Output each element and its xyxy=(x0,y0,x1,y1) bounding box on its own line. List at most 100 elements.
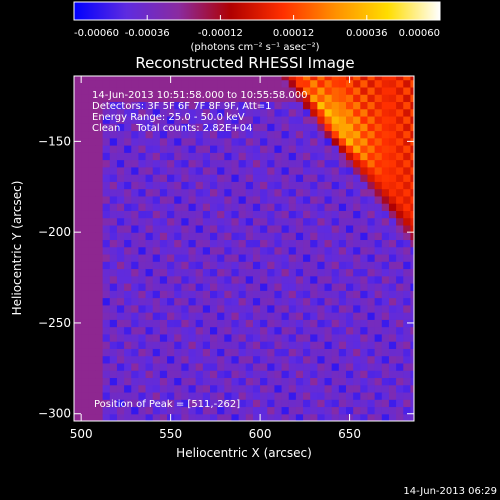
heatmap-cell xyxy=(181,181,190,190)
heatmap-cell xyxy=(202,319,211,328)
heatmap-cell xyxy=(252,152,261,161)
heatmap-cell xyxy=(346,326,354,335)
heatmap-cell xyxy=(88,326,97,335)
heatmap-cell xyxy=(245,312,254,320)
heatmap-cell xyxy=(152,115,161,124)
heatmap-cell xyxy=(95,290,104,299)
heatmap-cell xyxy=(252,319,261,328)
heatmap-cell xyxy=(374,210,383,219)
heatmap-cell xyxy=(303,210,311,219)
heatmap-cell xyxy=(95,413,104,421)
heatmap-cell xyxy=(138,195,147,204)
heatmap-cell xyxy=(109,377,118,386)
heatmap-cell xyxy=(381,232,390,241)
heatmap-cell xyxy=(374,319,383,328)
heatmap-cell xyxy=(238,86,247,95)
heatmap-cell xyxy=(403,370,412,379)
heatmap-cell xyxy=(303,86,311,95)
heatmap-cell xyxy=(167,210,175,219)
heatmap-cell xyxy=(295,377,304,386)
heatmap-cell xyxy=(331,391,340,400)
heatmap-cell xyxy=(281,406,290,415)
heatmap-cell xyxy=(396,333,404,342)
heatmap-cell xyxy=(181,94,190,103)
heatmap-cell xyxy=(331,188,340,197)
heatmap-cell xyxy=(81,377,89,386)
heatmap-cell xyxy=(81,181,89,190)
heatmap-cell xyxy=(181,137,190,146)
heatmap-cell xyxy=(245,406,254,415)
heatmap-cell xyxy=(252,145,261,153)
heatmap-cell xyxy=(310,283,318,291)
heatmap-cell xyxy=(202,268,211,277)
heatmap-cell xyxy=(181,152,190,161)
heatmap-cell xyxy=(210,370,218,379)
heatmap-cell xyxy=(145,145,154,153)
heatmap-cell xyxy=(288,246,297,255)
heatmap-cell xyxy=(159,377,168,386)
heatmap-cell xyxy=(152,312,161,320)
heatmap-cell xyxy=(145,253,154,262)
heatmap-cell xyxy=(152,348,161,357)
heatmap-cell xyxy=(81,108,89,117)
heatmap-cell xyxy=(195,253,204,262)
heatmap-cell xyxy=(288,261,297,270)
heatmap-cell xyxy=(116,108,125,117)
heatmap-cell xyxy=(331,224,340,233)
heatmap-cell xyxy=(281,76,290,81)
heatmap-cell xyxy=(102,268,111,277)
heatmap-cell xyxy=(181,283,190,291)
heatmap-cell xyxy=(238,391,247,400)
heatmap-cell xyxy=(81,312,89,320)
heatmap-cell xyxy=(159,137,168,146)
heatmap-cell xyxy=(252,326,261,335)
heatmap-cell xyxy=(152,391,161,400)
heatmap-cell xyxy=(174,239,182,248)
heatmap-cell xyxy=(145,232,154,241)
heatmap-cell xyxy=(159,232,168,241)
heatmap-cell xyxy=(374,304,383,313)
heatmap-cell xyxy=(95,370,104,379)
heatmap-cell xyxy=(274,348,283,357)
heatmap-cell xyxy=(188,326,197,335)
heatmap-cell xyxy=(152,217,161,226)
heatmap-cell xyxy=(346,370,354,379)
heatmap-cell xyxy=(338,246,347,255)
heatmap-cell xyxy=(288,304,297,313)
heatmap-cell xyxy=(95,384,104,393)
heatmap-cell xyxy=(181,261,190,270)
heatmap-cell xyxy=(152,159,161,168)
heatmap-cell xyxy=(396,195,404,204)
heatmap-cell xyxy=(396,391,404,400)
heatmap-cell xyxy=(74,290,82,299)
heatmap-cell xyxy=(188,159,197,168)
heatmap-cell xyxy=(381,362,390,371)
heatmap-cell xyxy=(374,86,383,95)
heatmap-cell xyxy=(295,101,304,110)
heatmap-cell xyxy=(181,348,190,357)
heatmap-cell xyxy=(388,333,397,342)
heatmap-cell xyxy=(181,333,190,342)
heatmap-cell xyxy=(281,239,290,248)
heatmap-cell xyxy=(331,362,340,371)
heatmap-cell xyxy=(81,370,89,379)
heatmap-cell xyxy=(288,203,297,211)
heatmap-cell xyxy=(159,159,168,168)
heatmap-cell xyxy=(159,181,168,190)
heatmap-cell xyxy=(396,341,404,349)
heatmap-cell xyxy=(181,159,190,168)
heatmap-cell xyxy=(295,203,304,211)
heatmap-cell xyxy=(238,217,247,226)
heatmap-cell xyxy=(138,326,147,335)
heatmap-cell xyxy=(159,115,168,124)
plot-frame xyxy=(73,75,415,422)
heatmap-cell xyxy=(95,115,104,124)
heatmap-cell xyxy=(360,152,369,161)
heatmap-cell xyxy=(324,145,333,153)
heatmap-cell xyxy=(217,152,225,161)
heatmap-cell xyxy=(396,188,404,197)
heatmap-cell xyxy=(181,304,190,313)
heatmap-cell xyxy=(138,108,147,117)
heatmap-cell xyxy=(131,217,140,226)
heatmap-cell xyxy=(217,145,225,153)
